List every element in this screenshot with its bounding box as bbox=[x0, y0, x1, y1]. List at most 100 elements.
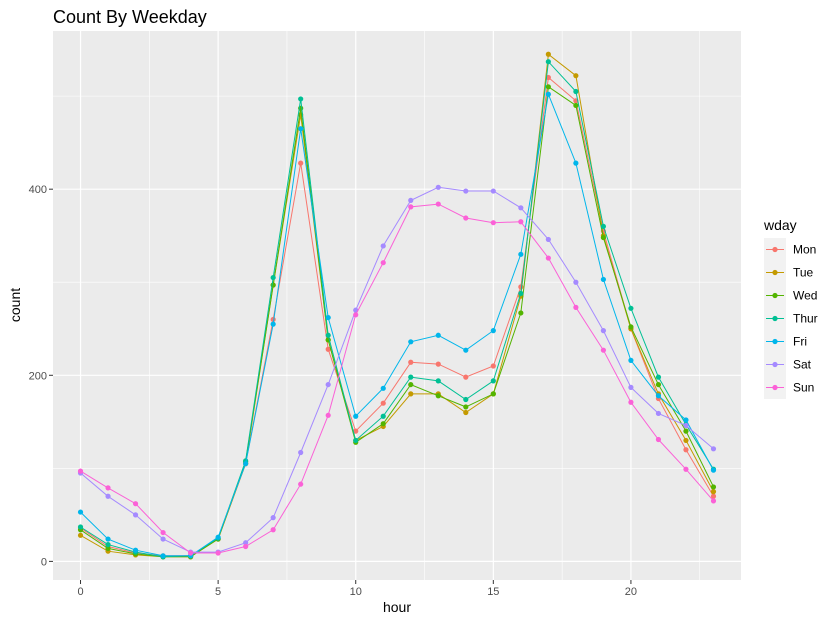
data-point-fri bbox=[628, 357, 634, 363]
y-tick-label: 400 bbox=[29, 184, 47, 196]
y-tick-label: 200 bbox=[29, 370, 47, 382]
legend-label: Tue bbox=[793, 266, 814, 280]
x-tick-label: 5 bbox=[215, 586, 221, 598]
data-point-fri bbox=[132, 547, 139, 553]
legend-key-point bbox=[772, 361, 778, 368]
chart-title: Count By Weekday bbox=[53, 7, 207, 27]
data-point-sun bbox=[710, 498, 717, 504]
data-point-sat bbox=[655, 410, 662, 417]
data-point-wed bbox=[105, 545, 111, 551]
data-point-sun bbox=[160, 529, 166, 536]
series-line-fri bbox=[80, 92, 714, 557]
data-point-fri bbox=[270, 321, 276, 327]
data-point-mon bbox=[490, 363, 496, 369]
data-point-fri bbox=[683, 417, 689, 423]
data-point-fri bbox=[408, 339, 414, 345]
data-point-sun bbox=[270, 527, 276, 533]
legend-key-point bbox=[772, 315, 778, 322]
data-point-fri bbox=[380, 385, 386, 391]
data-point-sun bbox=[518, 219, 524, 225]
data-point-sun bbox=[463, 215, 469, 221]
series-layer bbox=[77, 51, 717, 560]
x-tick-label: 20 bbox=[625, 586, 637, 598]
data-point-wed bbox=[545, 84, 551, 90]
data-point-fri bbox=[353, 413, 359, 419]
series-fri bbox=[77, 91, 717, 559]
data-point-mon bbox=[463, 374, 469, 380]
y-axis-title: count bbox=[7, 288, 23, 322]
data-point-sat bbox=[325, 381, 331, 388]
data-point-sat bbox=[243, 540, 249, 546]
data-point-sun bbox=[435, 201, 441, 207]
data-point-mon bbox=[518, 284, 524, 290]
data-point-thur bbox=[600, 223, 607, 230]
data-point-sat bbox=[573, 279, 579, 285]
data-point-sun bbox=[77, 468, 84, 474]
data-point-sun bbox=[298, 481, 304, 487]
legend-item-sun: Sun bbox=[764, 376, 814, 399]
legend-label: Thur bbox=[793, 312, 818, 326]
data-point-sat bbox=[490, 188, 496, 194]
data-point-tue bbox=[573, 73, 579, 79]
data-point-fri bbox=[545, 91, 551, 97]
data-point-thur bbox=[408, 374, 414, 380]
data-point-tue bbox=[77, 532, 84, 538]
series-sun bbox=[77, 201, 717, 556]
data-point-wed bbox=[600, 234, 607, 241]
legend-item-mon: Mon bbox=[764, 238, 816, 261]
data-point-sun bbox=[188, 550, 194, 556]
data-point-fri bbox=[463, 347, 469, 353]
data-point-fri bbox=[160, 553, 166, 559]
data-point-sun bbox=[628, 399, 634, 405]
data-point-sat bbox=[270, 515, 276, 521]
data-point-tue bbox=[545, 51, 551, 57]
data-point-thur bbox=[628, 305, 634, 311]
data-point-tue bbox=[463, 409, 469, 416]
data-point-fri bbox=[600, 276, 607, 283]
data-point-sun bbox=[545, 255, 551, 261]
x-tick-label: 0 bbox=[77, 586, 83, 598]
data-point-sat bbox=[518, 205, 524, 211]
legend-label: Sat bbox=[793, 358, 812, 372]
data-point-thur bbox=[105, 542, 111, 548]
data-point-mon bbox=[683, 447, 689, 453]
data-point-fri bbox=[518, 251, 524, 257]
legend: wday Mon Tue Wed Thur Fri Sat Sun bbox=[763, 217, 818, 399]
data-point-sun bbox=[215, 550, 221, 556]
series-line-wed bbox=[80, 85, 714, 558]
data-point-mon bbox=[435, 361, 441, 367]
data-point-sat bbox=[105, 493, 111, 499]
legend-item-sat: Sat bbox=[764, 353, 812, 376]
legend-key-point bbox=[772, 384, 778, 391]
data-point-mon bbox=[325, 346, 331, 352]
data-point-sat bbox=[298, 449, 304, 456]
y-axis-ticks: 0 200 400 bbox=[29, 184, 53, 568]
data-point-thur bbox=[573, 88, 579, 95]
legend-item-fri: Fri bbox=[764, 330, 807, 353]
major-gridlines bbox=[53, 31, 741, 580]
data-point-mon bbox=[353, 428, 359, 434]
data-point-tue bbox=[683, 437, 689, 444]
data-point-sun bbox=[132, 501, 139, 507]
data-point-mon bbox=[298, 160, 304, 166]
data-point-thur bbox=[490, 378, 496, 384]
data-point-sat bbox=[600, 328, 607, 334]
legend-key-point bbox=[772, 338, 778, 345]
legend-label: Wed bbox=[793, 289, 817, 303]
data-point-wed bbox=[463, 404, 469, 410]
legend-label: Sun bbox=[793, 381, 814, 395]
data-point-sat bbox=[683, 422, 689, 429]
data-point-sun bbox=[600, 347, 607, 353]
data-point-thur bbox=[325, 332, 331, 338]
data-point-wed bbox=[573, 102, 579, 109]
data-point-thur bbox=[518, 290, 524, 297]
data-point-mon bbox=[380, 400, 386, 406]
data-point-fri bbox=[710, 467, 717, 473]
data-point-fri bbox=[215, 534, 221, 540]
data-point-fri bbox=[435, 332, 441, 338]
data-point-sun bbox=[683, 466, 689, 472]
data-point-sun bbox=[490, 220, 496, 226]
data-point-fri bbox=[655, 393, 662, 399]
data-point-sat bbox=[545, 236, 551, 243]
